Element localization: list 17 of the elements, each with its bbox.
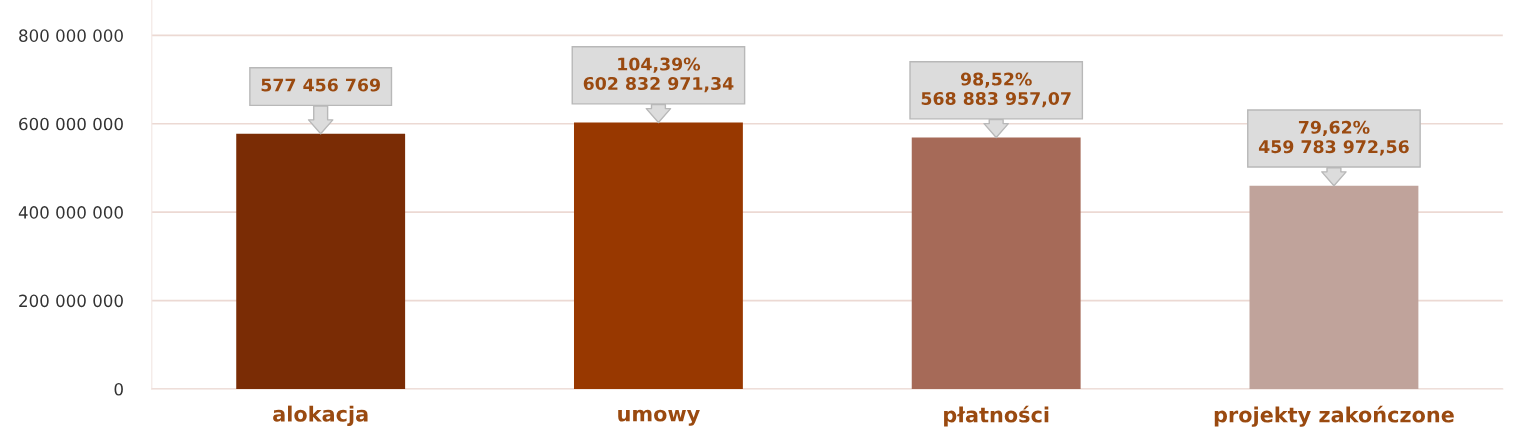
x-tick-label: płatności [944,405,1049,427]
bar [236,133,406,389]
bar [1249,185,1419,389]
data-label: 98,52% 568 883 957,07 [921,72,1071,108]
y-tick-label: 800 000 000 [19,29,123,42]
y-tick-label: 0 [114,382,123,396]
data-label: 79,62% 459 783 972,56 [1258,120,1409,156]
bar [573,122,743,389]
x-tick-label: umowy [618,409,700,426]
bar [911,137,1081,389]
data-label: 577 456 769 [261,78,380,92]
x-tick-label: projekty zakończone [1214,405,1454,427]
y-tick-label: 200 000 000 [19,294,123,308]
y-tick-label: 600 000 000 [19,117,123,131]
data-label: 104,39% 602 832 971,34 [583,57,734,93]
x-tick-label: alokacja [273,405,368,426]
y-tick-label: 400 000 000 [18,206,123,219]
